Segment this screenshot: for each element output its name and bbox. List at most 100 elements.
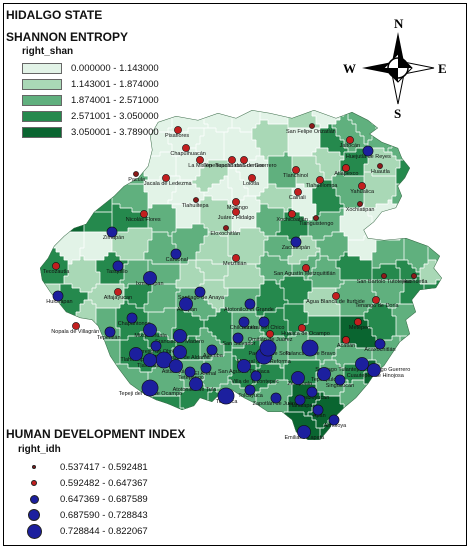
idh-marker (354, 318, 362, 326)
municipality-label: Calnali (289, 195, 306, 201)
municipality-label: Agua Blanca de Iturbide (306, 299, 365, 305)
idh-legend-item: 0.592482 - 0.647367 (16, 475, 148, 491)
idh-legend-marker (29, 494, 39, 504)
municipality-label: Villa de Tezontepec (231, 379, 279, 385)
idh-marker (126, 312, 138, 324)
idh-marker (298, 324, 306, 332)
municipality-label: Xochicoatlán (276, 217, 308, 223)
municipality-label: Juárez Hidalgo (218, 215, 255, 221)
idh-marker (106, 226, 118, 238)
idh-marker (140, 210, 148, 218)
entropy-legend-swatch (22, 62, 62, 74)
municipality-label: Yahualica (350, 189, 375, 195)
idh-legend-item: 0.537417 - 0.592481 (16, 459, 148, 475)
idh-marker (174, 126, 182, 134)
municipality-label: Huasca de Ocampo (281, 331, 330, 337)
entropy-legend-swatch (22, 110, 62, 122)
idh-marker (292, 166, 300, 174)
municipality-label: Jacala de Ledezma (144, 181, 193, 187)
idh-marker (173, 329, 187, 343)
idh-marker (258, 316, 270, 328)
idh-marker (250, 370, 262, 382)
idh-marker (189, 377, 203, 391)
entropy-legend-swatch (22, 94, 62, 106)
compass-s-label: S (394, 106, 401, 121)
municipality-label: Acaxochitlán (364, 347, 395, 353)
idh-marker (317, 367, 331, 381)
compass-ring (387, 57, 409, 79)
municipality-label: Lolotla (243, 181, 260, 187)
idh-marker (184, 366, 196, 378)
municipality-label: Tlahuelompa (306, 183, 339, 189)
municipality-label: Ajacuba (203, 353, 224, 359)
idh-marker (52, 290, 64, 302)
idh-marker (232, 332, 244, 344)
municipality-label: Zacualtipán (282, 245, 310, 251)
idh-marker (301, 339, 319, 357)
municipality-label: Huehuetla (402, 279, 428, 285)
compass-n-label: N (394, 16, 404, 31)
municipality-label: Tetepango (178, 375, 204, 381)
municipality-label: Tlahuiltepa (182, 203, 210, 209)
map-title: HIDALGO STATE (6, 8, 103, 22)
entropy-legend-item: 2.571001 - 3.050000 (22, 109, 159, 123)
entropy-legend-label: 1.143001 - 1.874000 (71, 78, 159, 90)
idh-marker (52, 262, 60, 270)
idh-marker (143, 353, 157, 367)
idh-marker (334, 374, 346, 386)
idh-marker (248, 174, 256, 182)
idh-marker (291, 371, 305, 385)
idh-legend-marker (31, 480, 37, 486)
municipality-label: San Salvador (222, 341, 255, 347)
idh-marker (306, 386, 318, 398)
municipality-label: Tlanalapa (288, 403, 313, 409)
municipality-label: Almoloya (324, 423, 348, 429)
municipality-label: Tolcayuca (238, 393, 263, 399)
municipality-label: Epazoyucan (299, 395, 329, 401)
municipality-label: Tenango de Doria (355, 303, 399, 309)
idh-legend-label: 0.728844 - 0.822067 (60, 525, 148, 537)
idh-marker (294, 394, 306, 406)
entropy-legend-label: 3.050001 - 3.789000 (71, 126, 159, 138)
municipality-label: Tlanchinol (283, 173, 308, 179)
municipality-label: Zapotlán de Juárez (253, 401, 300, 407)
idh-marker (232, 208, 240, 216)
municipality-label: Xochiatipan (346, 207, 375, 213)
idh-legend-marker (32, 465, 36, 469)
municipality-label: Chapulhuacán (170, 151, 205, 157)
idh-marker (312, 404, 324, 416)
municipality-label: Tianguistengo (299, 221, 333, 227)
municipality-label: Progreso de Obregón (131, 349, 184, 355)
municipality-label: San Bartolo Tutotepec (357, 279, 412, 285)
municipality-label: Tepetitlán (97, 335, 121, 341)
entropy-legend-item: 1.143001 - 1.874000 (22, 77, 159, 91)
municipality-label: San Agustín Metzquititlán (274, 271, 336, 277)
idh-marker (232, 254, 240, 262)
idh-marker (302, 264, 310, 272)
idh-marker (294, 188, 302, 196)
municipality-label: Tepehuacán de Guerrero (215, 163, 276, 169)
compass-rose: N S E W (343, 16, 447, 121)
municipality-label: Zimapán (103, 235, 124, 241)
municipality-label: Singuilucan (326, 383, 354, 389)
idh-marker (342, 164, 350, 172)
idh-marker (133, 171, 139, 177)
idh-marker (228, 156, 236, 164)
idh-legend-label: 0.687590 - 0.728843 (60, 509, 148, 521)
idh-marker (143, 271, 157, 285)
municipality-label: Atlapexco (334, 171, 358, 177)
idh-marker (114, 288, 122, 296)
municipality-label: La Misión (188, 163, 212, 169)
idh-legend-item: 0.647369 - 0.687589 (16, 491, 148, 507)
entropy-field-name: right_shan (22, 46, 74, 57)
municipality-label: Tasquillo (106, 269, 127, 275)
entropy-legend-title: SHANNON ENTROPY (6, 30, 129, 44)
idh-marker (240, 156, 248, 164)
idh-marker (288, 210, 296, 218)
entropy-legend-item: 0.000000 - 1.143000 (22, 61, 159, 75)
idh-legend-label: 0.537417 - 0.592481 (60, 461, 148, 473)
idh-marker (266, 330, 274, 338)
idh-marker (381, 273, 387, 279)
idh-marker (357, 201, 363, 207)
